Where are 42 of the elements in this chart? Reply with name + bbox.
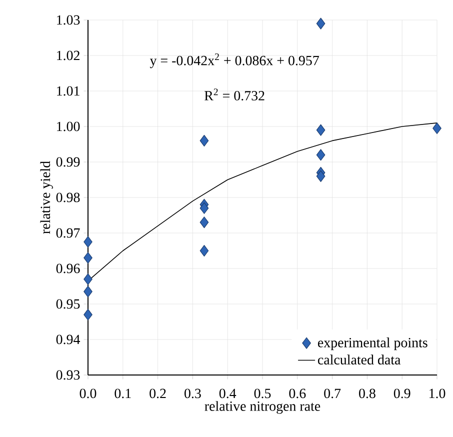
legend-label: calculated data	[318, 354, 401, 364]
y-tick-label: 1.01	[57, 86, 80, 96]
annotation: R$^{2}$ = 0.732	[204, 88, 264, 100]
y-tick-label: 0.95	[56, 299, 80, 309]
point	[200, 202, 209, 214]
x-tick-label: 0.3	[184, 388, 201, 398]
point	[432, 122, 442, 134]
point	[200, 134, 209, 146]
point	[200, 216, 209, 228]
x-tick-label: 0.7	[324, 388, 341, 398]
x-tick-label: 0.5	[254, 388, 271, 398]
point	[84, 252, 92, 264]
x-tick-label: 0.2	[150, 388, 166, 398]
point	[316, 149, 326, 161]
x-tick-label: 0.1	[114, 388, 131, 398]
x-tick-label: 0.4	[219, 388, 236, 398]
y-tick-label: 0.94	[56, 334, 80, 344]
point	[200, 244, 209, 257]
point	[84, 286, 92, 298]
y-tick-label: 0.97	[56, 228, 80, 238]
legend-label: experimental points	[318, 338, 428, 350]
y-tick-label: 1.00	[57, 122, 80, 132]
y-tick-label: 0.96	[56, 264, 80, 274]
annotation: y = -0.042x$^{2}$ + 0.086x + 0.957	[150, 53, 319, 68]
y-tick-label: 1.02	[57, 50, 80, 60]
x-axis-title: relative nitrogen rate	[204, 401, 320, 414]
y-axis-title: relative yield	[40, 161, 53, 234]
point	[84, 273, 92, 285]
x-tick-label: 0.0	[80, 388, 96, 398]
point	[84, 236, 92, 248]
x-tick-label: 0.6	[289, 388, 306, 398]
point	[316, 124, 326, 136]
x-tick-label: 1.0	[430, 388, 446, 398]
x-tick-label: 0.9	[394, 388, 410, 398]
y-tick-label: 1.03	[57, 15, 80, 25]
x-tick-label: 0.8	[359, 388, 376, 398]
y-tick-label: 0.98	[56, 192, 80, 202]
point	[84, 308, 92, 320]
point	[316, 170, 326, 182]
y-tick-label: 0.99	[56, 157, 80, 167]
point	[316, 18, 326, 30]
y-tick-label: 0.93	[56, 370, 80, 380]
